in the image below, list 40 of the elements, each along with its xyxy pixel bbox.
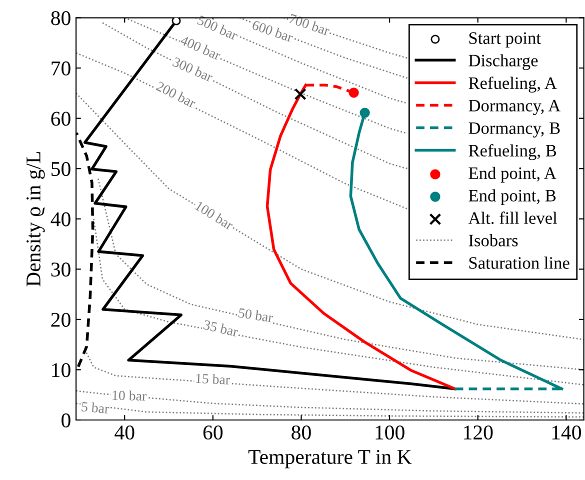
x-tick-label: 120 [464, 425, 493, 440]
annotation: 10 bar [112, 390, 147, 401]
y-tick-label: 30 [51, 262, 70, 277]
y-tick-label: 70 [52, 61, 70, 76]
x-tick-label: 80 [292, 425, 311, 440]
y-tick-label: 60 [51, 112, 70, 126]
legend-label: Dormancy, B [468, 122, 560, 138]
point [172, 18, 181, 26]
x-tick-label: 40 [114, 425, 134, 440]
legend-label: Refueling, B [468, 144, 556, 160]
y-tick-label: 40 [50, 212, 70, 226]
legend-label: Dormancy, A [468, 100, 560, 116]
y-tick-label: 0 [62, 413, 70, 428]
legend-label: Discharge [468, 54, 538, 70]
point [294, 88, 306, 100]
legend-label: Start point [469, 32, 541, 48]
y-tick-label: 80 [51, 11, 70, 26]
x-axis-title: Temperature T in K [248, 450, 412, 468]
legend-label: End point, B [468, 189, 556, 206]
x-tick-label: 100 [376, 425, 404, 440]
legend-label: End point, A [468, 166, 556, 183]
x-tick-label: 60 [203, 425, 223, 440]
annotation: 35 bar [203, 320, 239, 337]
point [348, 88, 359, 98]
annotation: 15 bar [196, 373, 230, 385]
annotation: 5 bar [82, 401, 110, 414]
y-tick-label: 50 [52, 162, 70, 176]
annotation: 50 bar [238, 308, 274, 323]
x-tick-label: 140 [552, 425, 581, 440]
legend-label: Saturation line [469, 256, 570, 269]
y-tick-label: 10 [52, 363, 70, 378]
legend-label: Isobars [468, 234, 518, 246]
legend-label: Refueling, A [468, 76, 557, 93]
legend-label: Alt. fill level [468, 212, 558, 224]
point [360, 108, 370, 118]
annotation: 200 bar [156, 80, 197, 108]
annotation: 100 bar [194, 200, 234, 230]
annotation: 700 bar [288, 13, 331, 36]
y-axis-title: Density ϱ in g/L [26, 152, 45, 286]
y-tick-label: 20 [51, 312, 70, 327]
